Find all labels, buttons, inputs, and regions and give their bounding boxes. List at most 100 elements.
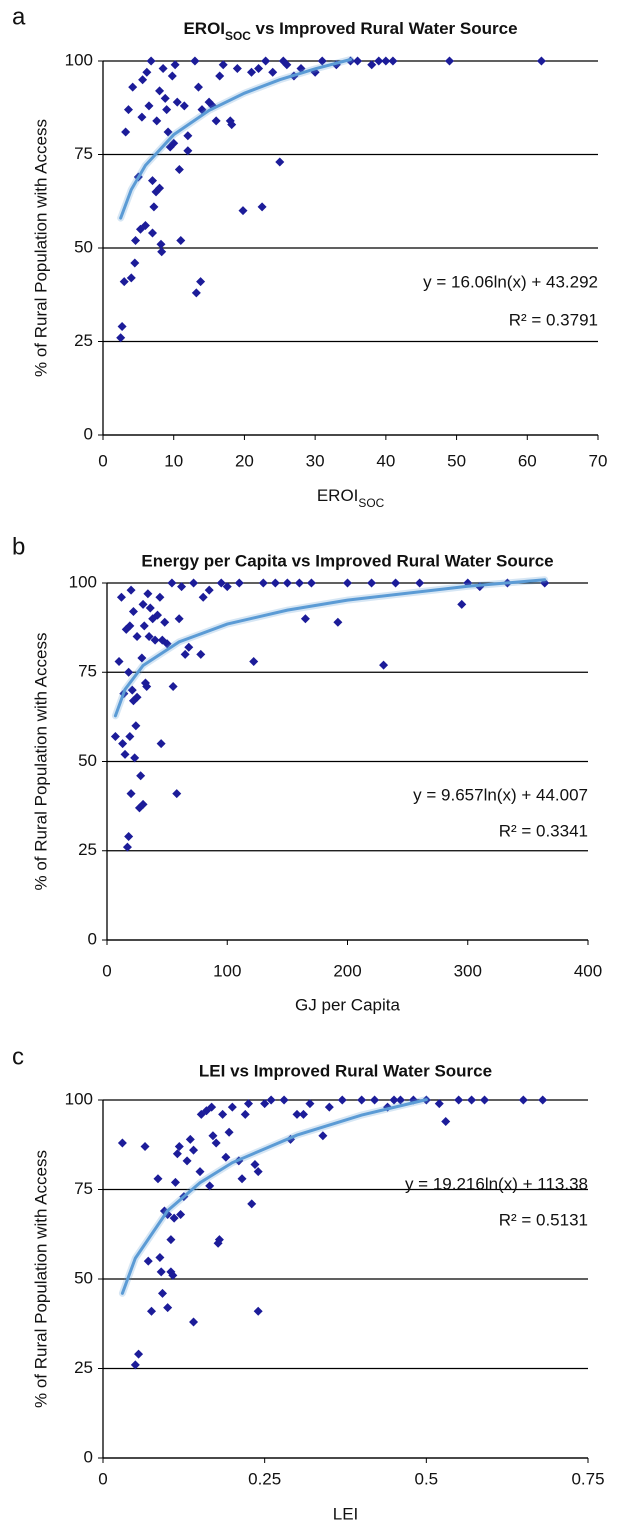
point — [457, 599, 467, 609]
point — [183, 146, 193, 156]
point — [155, 86, 165, 96]
point — [221, 1152, 231, 1162]
point — [480, 1095, 490, 1105]
point — [126, 789, 136, 799]
point — [125, 732, 135, 742]
point — [176, 236, 186, 246]
point — [130, 1360, 140, 1370]
x-tick-label: 400 — [574, 961, 602, 980]
point — [247, 67, 256, 77]
point — [128, 82, 138, 92]
point — [357, 1095, 367, 1105]
point — [179, 101, 189, 111]
point — [367, 60, 377, 70]
point — [130, 753, 140, 763]
point — [189, 578, 199, 588]
panel-label: a — [12, 3, 26, 30]
point — [191, 288, 201, 298]
point — [116, 333, 126, 343]
point — [324, 1102, 334, 1112]
point — [298, 1109, 308, 1119]
y-tick-label: 25 — [74, 331, 93, 350]
point — [222, 582, 232, 592]
point — [536, 56, 546, 66]
point — [128, 607, 138, 617]
point — [374, 56, 384, 66]
point — [395, 1095, 405, 1105]
point — [367, 578, 377, 588]
x-tick-label: 0 — [98, 451, 107, 470]
point — [153, 610, 163, 620]
point — [142, 682, 152, 692]
x-tick-label: 70 — [589, 451, 608, 470]
point — [138, 799, 148, 809]
point — [300, 614, 310, 624]
text-part: vs Improved Rural Water Source — [251, 19, 518, 38]
point — [160, 93, 170, 103]
point — [193, 82, 203, 92]
point — [195, 1167, 205, 1177]
point — [126, 585, 136, 595]
x-tick-label: 0.5 — [415, 1469, 439, 1488]
trendline-glow — [111, 576, 549, 720]
point — [189, 1145, 199, 1155]
y-tick-label: 100 — [65, 1089, 93, 1108]
panel-label: c — [12, 1043, 24, 1070]
point — [389, 1095, 399, 1105]
point — [148, 228, 157, 238]
point — [216, 578, 226, 588]
point — [172, 97, 182, 107]
point — [214, 1235, 224, 1245]
subscript: SOC — [225, 29, 251, 43]
point — [147, 1306, 156, 1316]
panel-label: b — [12, 533, 25, 560]
point — [144, 632, 154, 642]
point — [227, 1102, 237, 1112]
point — [123, 105, 133, 115]
point — [140, 1142, 150, 1152]
point — [124, 831, 134, 841]
point — [370, 1095, 380, 1105]
point — [253, 1167, 263, 1177]
point — [244, 1099, 253, 1109]
point — [162, 105, 172, 115]
point — [144, 101, 154, 111]
point — [157, 1288, 167, 1298]
point — [145, 603, 155, 613]
point — [174, 614, 184, 624]
text-part: EROI — [183, 19, 225, 38]
point — [183, 131, 193, 141]
point — [454, 1095, 464, 1105]
point — [254, 63, 264, 73]
y-tick-label: 50 — [74, 1268, 93, 1287]
point — [333, 617, 343, 627]
point — [130, 258, 140, 268]
chart-title: Energy per Capita vs Improved Rural Wate… — [141, 551, 553, 570]
point — [117, 322, 127, 332]
y-tick-label: 25 — [74, 1358, 93, 1377]
x-tick-label: 0.25 — [248, 1469, 281, 1488]
point — [180, 649, 190, 659]
point — [275, 157, 285, 167]
point — [379, 660, 389, 670]
point — [138, 599, 148, 609]
point — [391, 578, 401, 588]
r-squared: R² = 0.3341 — [499, 821, 588, 840]
point — [116, 592, 126, 602]
point — [215, 71, 225, 81]
point — [234, 578, 244, 588]
chart-title: EROISOC vs Improved Rural Water Source — [183, 19, 517, 43]
y-tick-label: 0 — [84, 1447, 93, 1466]
point — [282, 60, 292, 70]
point — [170, 1177, 180, 1187]
trendline — [120, 1098, 428, 1295]
point — [118, 739, 128, 749]
point — [132, 692, 142, 702]
point — [152, 116, 162, 126]
point — [538, 1095, 548, 1105]
point — [150, 635, 160, 645]
point — [120, 749, 130, 759]
point — [434, 1099, 444, 1109]
point — [157, 247, 167, 257]
